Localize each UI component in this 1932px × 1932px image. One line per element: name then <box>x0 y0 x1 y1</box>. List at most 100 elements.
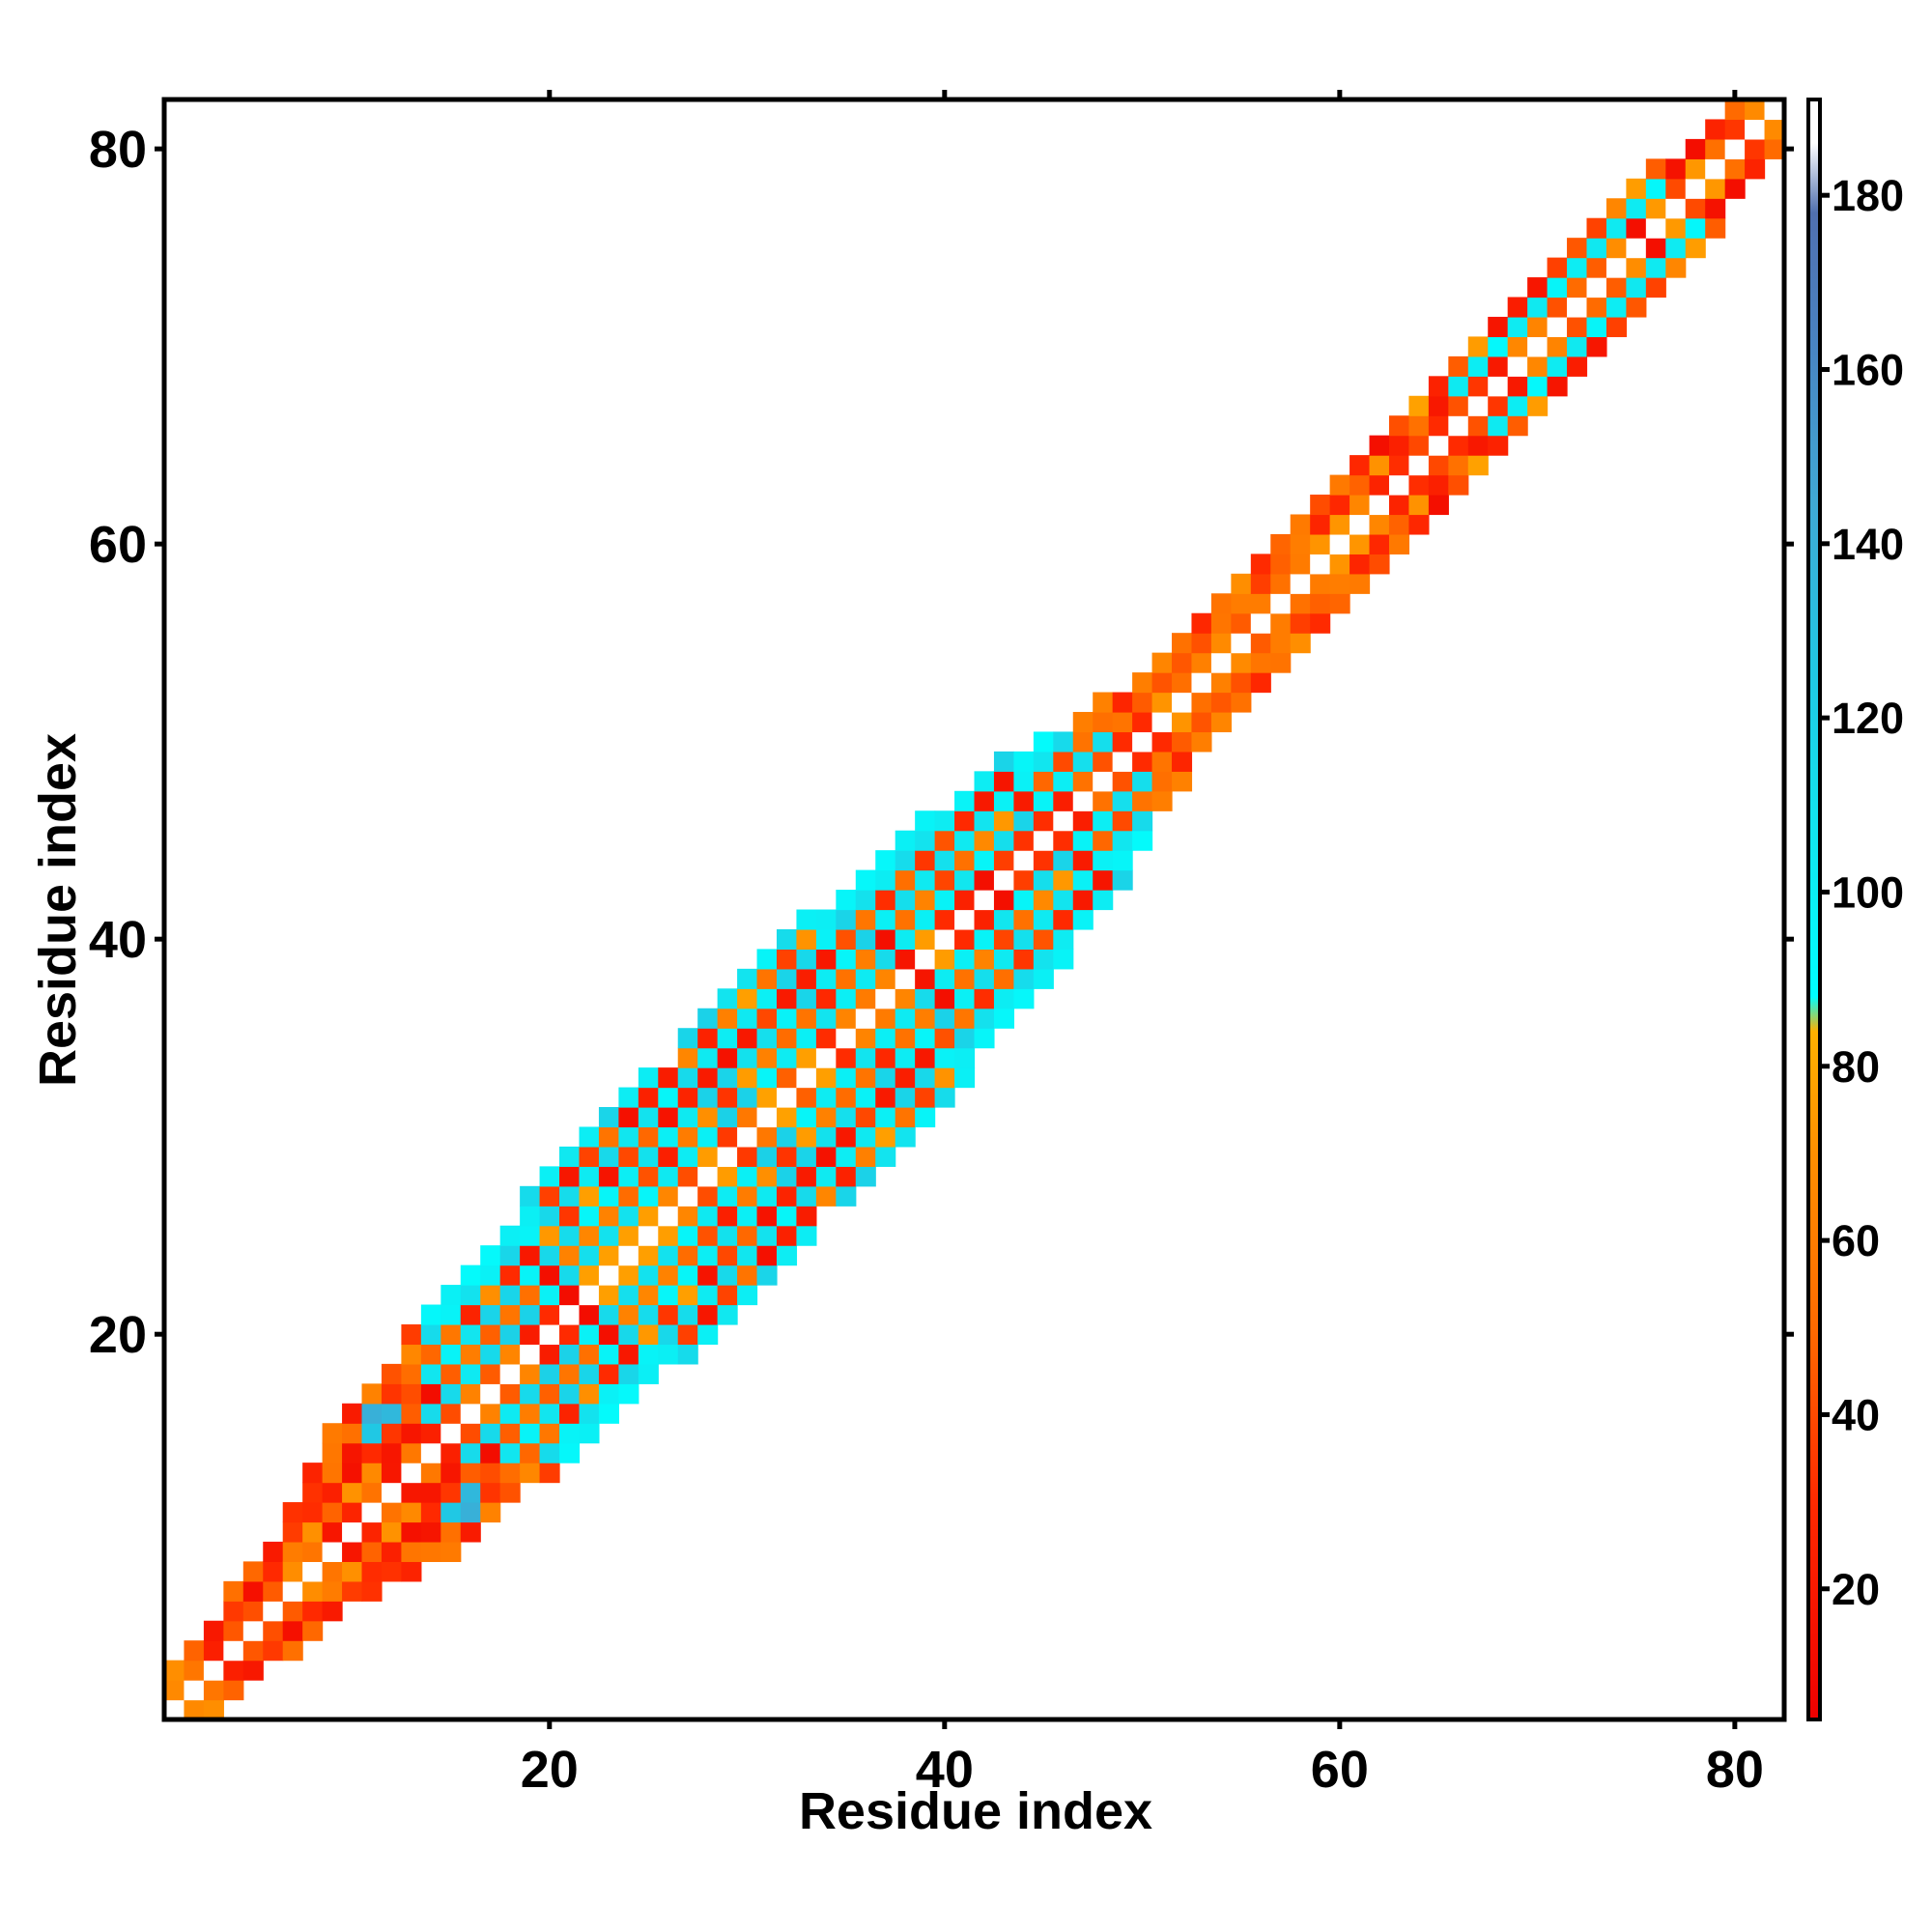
heatmap-cell <box>440 1403 462 1424</box>
heatmap-cell <box>895 1126 916 1148</box>
heatmap-cell <box>520 1245 541 1266</box>
heatmap-cell <box>1310 554 1331 575</box>
heatmap-cell <box>915 988 936 1009</box>
y-tick-label: 20 <box>89 1306 147 1364</box>
heatmap-cell <box>598 1107 619 1128</box>
heatmap-cell <box>737 1087 758 1108</box>
heatmap-cell <box>1093 830 1114 851</box>
heatmap-cell <box>796 1225 817 1246</box>
heatmap-cell <box>1310 495 1331 516</box>
heatmap-cell <box>460 1363 481 1384</box>
heatmap-cell <box>302 1541 324 1562</box>
heatmap-cell <box>1310 593 1331 614</box>
heatmap-cell <box>559 1323 581 1346</box>
heatmap-cell <box>1507 336 1528 357</box>
heatmap-cell <box>223 1580 244 1602</box>
heatmap-cell <box>717 1166 738 1187</box>
heatmap-cell <box>1527 297 1548 318</box>
heatmap-cell <box>598 1363 619 1384</box>
heatmap-cell <box>460 1482 481 1503</box>
heatmap-cell <box>499 1363 521 1384</box>
heatmap-cell <box>974 850 995 871</box>
heatmap-cell <box>460 1323 481 1346</box>
heatmap-cell <box>1586 297 1607 318</box>
heatmap-cell <box>1626 238 1647 259</box>
heatmap-cell <box>440 1383 462 1405</box>
heatmap-cell <box>756 1047 778 1068</box>
heatmap-cell <box>1072 830 1094 851</box>
heatmap-cell <box>579 1304 600 1325</box>
heatmap-cell <box>1567 257 1588 278</box>
heatmap-cell <box>1369 435 1390 456</box>
heatmap-cell <box>1329 533 1350 554</box>
heatmap-cell <box>1745 158 1766 180</box>
heatmap-cell <box>638 1185 659 1207</box>
heatmap-cell <box>1013 810 1035 832</box>
heatmap-cell <box>1172 633 1193 654</box>
heatmap-cell <box>520 1304 541 1325</box>
heatmap-cell <box>1665 257 1687 278</box>
heatmap-cell <box>1093 869 1114 891</box>
heatmap-cell <box>1547 277 1568 298</box>
heatmap-cell <box>1745 138 1766 159</box>
heatmap-cell <box>499 1304 521 1325</box>
heatmap-cell <box>242 1561 264 1582</box>
heatmap-cell <box>282 1521 303 1543</box>
heatmap-cell <box>520 1463 541 1484</box>
heatmap-cell <box>618 1126 639 1148</box>
heatmap-cell <box>776 1028 798 1049</box>
heatmap-cell <box>658 1264 679 1286</box>
heatmap-cell <box>1507 395 1528 416</box>
colorbar-tick-label: 160 <box>1832 346 1904 395</box>
heatmap-cell <box>717 1304 738 1325</box>
heatmap-cell <box>1408 514 1430 535</box>
heatmap-cell <box>1547 297 1568 318</box>
heatmap-cell <box>342 1502 363 1523</box>
heatmap-cell <box>915 968 936 989</box>
heatmap-cell <box>1547 355 1568 377</box>
heatmap-cell <box>717 1047 738 1068</box>
heatmap-cell <box>756 988 778 1009</box>
heatmap-cell <box>618 1087 639 1108</box>
heatmap-cell <box>993 909 1014 930</box>
heatmap-cell <box>381 1541 403 1562</box>
heatmap-cell <box>361 1383 383 1405</box>
heatmap-cell <box>776 1047 798 1068</box>
heatmap-cell <box>579 1285 600 1306</box>
heatmap-cell <box>1388 514 1410 535</box>
heatmap-cell <box>756 1146 778 1167</box>
heatmap-cell <box>1072 751 1094 772</box>
heatmap-cell <box>618 1344 639 1365</box>
heatmap-cell <box>559 1403 581 1424</box>
heatmap-cell <box>1705 119 1726 140</box>
colorbar-tick-label: 180 <box>1832 171 1904 220</box>
heatmap-cell <box>401 1403 422 1424</box>
heatmap-cell <box>796 1185 817 1207</box>
heatmap-cell <box>756 1087 778 1108</box>
heatmap-cell <box>658 1185 679 1207</box>
heatmap-cell <box>717 988 738 1009</box>
heatmap-cell <box>1685 238 1706 259</box>
heatmap-cell <box>677 1323 698 1346</box>
heatmap-cell <box>697 1028 719 1049</box>
heatmap-cell <box>1033 909 1054 930</box>
heatmap-cell <box>1231 593 1252 614</box>
heatmap-cell <box>520 1423 541 1444</box>
heatmap-cell <box>737 1047 758 1068</box>
heatmap-cell <box>559 1264 581 1286</box>
heatmap-cell <box>993 751 1014 772</box>
heatmap-cell <box>1764 119 1785 140</box>
heatmap-cell <box>1270 612 1292 634</box>
heatmap-cell <box>1685 217 1706 239</box>
heatmap-cell <box>993 830 1014 851</box>
heatmap-cell <box>499 1344 521 1365</box>
heatmap-cell <box>1191 652 1212 673</box>
heatmap-cell <box>1151 711 1173 733</box>
heatmap-cell <box>1053 850 1074 871</box>
heatmap-cell <box>1329 573 1350 594</box>
heatmap-cell <box>658 1344 679 1365</box>
heatmap-cell <box>875 928 896 950</box>
heatmap-cell <box>1072 890 1094 911</box>
heatmap-cell <box>460 1423 481 1444</box>
heatmap-cell <box>480 1304 501 1325</box>
